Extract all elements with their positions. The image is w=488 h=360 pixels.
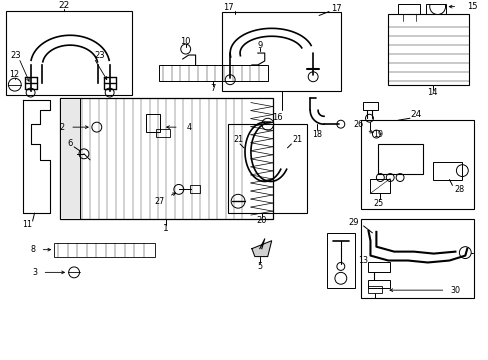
Text: 14: 14 [427, 88, 437, 97]
Text: 9: 9 [257, 41, 262, 50]
Text: 23: 23 [94, 50, 105, 59]
Bar [368, 262, 389, 273]
Text: 17: 17 [331, 4, 342, 13]
Bar [360, 120, 473, 209]
Bar [159, 65, 267, 81]
Text: 19: 19 [372, 130, 383, 139]
Text: 3: 3 [32, 268, 37, 277]
Bar [397, 4, 419, 14]
Bar [326, 233, 354, 288]
Text: 30: 30 [449, 285, 460, 294]
Bar [222, 12, 340, 91]
Bar [156, 129, 169, 137]
Bar [370, 179, 389, 193]
Bar [6, 10, 132, 95]
Bar [228, 124, 306, 213]
Text: 10: 10 [180, 37, 191, 46]
Text: 13: 13 [358, 256, 368, 265]
Polygon shape [251, 241, 271, 257]
Text: 20: 20 [256, 216, 266, 225]
Text: 22: 22 [59, 1, 70, 10]
Text: 26: 26 [353, 120, 363, 129]
Text: 2: 2 [60, 123, 64, 132]
Bar [362, 103, 378, 111]
Text: 1: 1 [163, 224, 168, 233]
Bar [368, 280, 389, 288]
Text: 15: 15 [467, 2, 477, 11]
Text: 21: 21 [292, 135, 302, 144]
Text: 8: 8 [30, 245, 35, 254]
Text: 4: 4 [186, 123, 191, 132]
Text: 23: 23 [11, 50, 21, 59]
Bar [387, 14, 468, 85]
Text: 24: 24 [409, 110, 421, 119]
Bar [146, 114, 160, 132]
Text: 12: 12 [9, 70, 19, 79]
Text: 29: 29 [348, 219, 358, 228]
Text: 21: 21 [233, 135, 243, 144]
Bar [60, 99, 80, 219]
Bar [189, 185, 199, 193]
Bar [368, 286, 382, 293]
Text: 17: 17 [223, 3, 233, 12]
Text: 5: 5 [257, 262, 262, 271]
Text: 28: 28 [453, 185, 464, 194]
Text: 18: 18 [311, 130, 322, 139]
Text: 6: 6 [67, 139, 73, 148]
Bar [54, 243, 155, 257]
Text: 11: 11 [22, 220, 33, 229]
Bar [360, 219, 473, 298]
Text: 25: 25 [372, 199, 383, 208]
Bar [432, 162, 461, 180]
Bar [425, 4, 445, 14]
Bar [378, 144, 422, 174]
Text: 7: 7 [210, 84, 216, 93]
Text: 16: 16 [272, 113, 283, 122]
Bar [60, 99, 272, 219]
Text: 27: 27 [154, 197, 164, 206]
